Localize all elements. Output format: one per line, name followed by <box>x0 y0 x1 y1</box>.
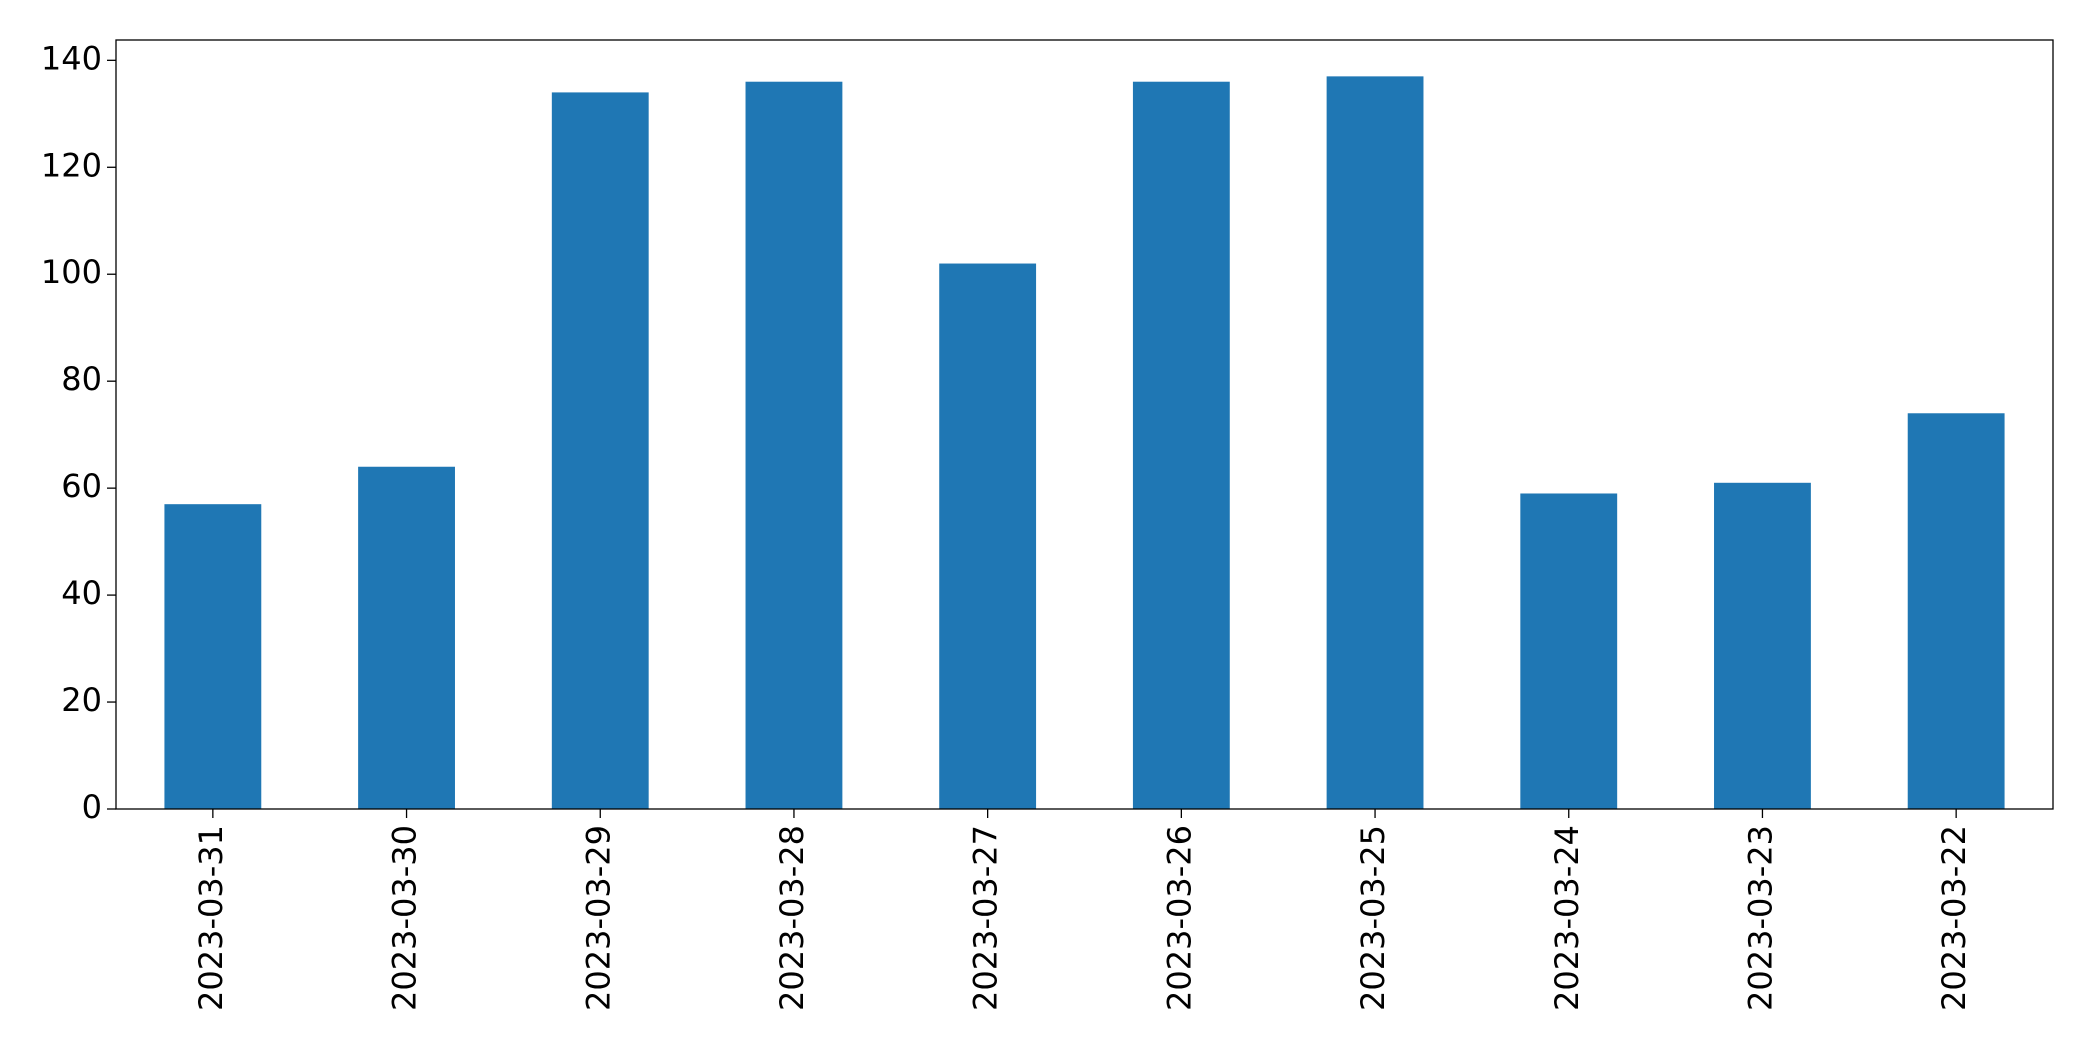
x-tick-label: 2023-03-23 <box>1741 825 1779 1011</box>
x-tick-label: 2023-03-22 <box>1935 825 1973 1011</box>
bar <box>1132 81 1230 809</box>
x-tick-label: 2023-03-30 <box>386 825 424 1011</box>
plot-frame <box>115 39 2054 810</box>
y-tick-label: 120 <box>41 146 102 184</box>
y-tick-label: 140 <box>41 39 102 77</box>
bar <box>358 466 455 809</box>
bar <box>1907 413 2005 809</box>
bar <box>1714 482 1811 809</box>
x-tick-label: 2023-03-29 <box>579 825 617 1011</box>
y-tick-label: 100 <box>41 253 102 291</box>
x-tick-label: 2023-03-31 <box>192 825 230 1011</box>
y-tick-label: 40 <box>61 574 102 612</box>
bar <box>551 92 649 809</box>
y-tick-label: 0 <box>82 788 102 826</box>
y-tick-label: 20 <box>61 681 102 719</box>
bar <box>1520 493 1618 809</box>
bar <box>1326 76 1424 810</box>
bar <box>939 263 1037 810</box>
y-tick-label: 80 <box>61 360 102 398</box>
bar <box>745 81 843 809</box>
x-tick-label: 2023-03-28 <box>773 825 811 1011</box>
x-tick-label: 2023-03-24 <box>1548 825 1586 1011</box>
x-tick-label: 2023-03-27 <box>967 825 1005 1011</box>
x-tick-label: 2023-03-25 <box>1354 825 1392 1011</box>
y-tick-label: 60 <box>61 467 102 505</box>
bar <box>164 504 262 809</box>
x-tick-label: 2023-03-26 <box>1160 825 1198 1011</box>
